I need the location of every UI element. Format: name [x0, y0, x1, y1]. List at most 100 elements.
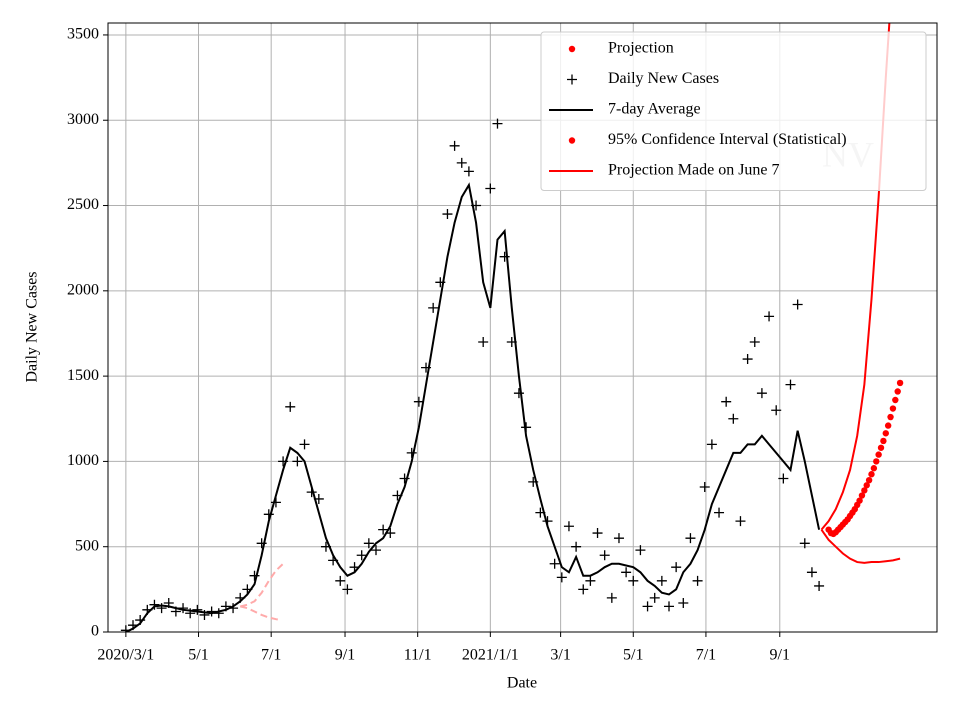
case-marker	[285, 401, 296, 412]
case-marker	[249, 570, 260, 581]
axes: 2020/3/1 5/1 7/1 9/1 11/1 2021/1/1 3/1 5/1 7/1 9/…	[67, 26, 790, 664]
projection-dot	[870, 465, 878, 472]
projection-dot	[868, 471, 875, 478]
case-marker	[356, 550, 367, 561]
case-marker	[656, 575, 667, 586]
series-line	[125, 182, 821, 632]
projection-dot	[889, 405, 897, 412]
projection-dot	[894, 388, 901, 395]
y-tick-label: 0	[91, 623, 99, 640]
projection-dot	[856, 497, 863, 504]
case-marker	[363, 538, 374, 549]
case-marker	[428, 302, 439, 313]
case-marker	[685, 533, 696, 544]
case-marker	[442, 209, 453, 220]
case-marker	[735, 516, 746, 527]
y-tick-label: 1500	[67, 367, 99, 384]
projection-dot	[861, 487, 868, 494]
projection-dot	[875, 451, 882, 458]
case-marker	[456, 157, 467, 168]
case-marker	[556, 572, 567, 583]
case-marker	[742, 354, 753, 365]
y-axis-label: Daily New Cases	[24, 271, 41, 382]
y-tick-label: 3000	[67, 111, 99, 128]
case-marker	[642, 601, 653, 612]
x-tick-label: 2020/3/1	[97, 647, 154, 664]
projection-dot	[892, 396, 899, 404]
series-line	[239, 563, 284, 608]
case-marker	[292, 456, 303, 467]
case-marker	[714, 507, 725, 518]
case-marker	[149, 599, 160, 610]
legend-label: 95% Confidence Interval (Statistical)	[608, 131, 847, 148]
x-tick-label: 11/1	[404, 647, 432, 664]
x-tick-label: 5/1	[188, 647, 208, 664]
series-line	[239, 605, 281, 622]
x-tick-label: 5/1	[623, 647, 643, 664]
case-marker	[721, 396, 732, 407]
case-marker	[563, 521, 574, 532]
case-marker	[335, 575, 346, 586]
legend-marker	[568, 137, 576, 144]
frame	[107, 22, 938, 633]
case-marker	[706, 439, 717, 450]
legend-marker	[567, 74, 577, 85]
projection-dot	[865, 476, 873, 484]
legend: Projection Daily New Cases 7-day Average 95…	[540, 31, 927, 191]
projection-dot	[858, 492, 866, 499]
case-marker	[799, 538, 810, 549]
projection-dot	[884, 422, 892, 429]
x-tick-label: 7/1	[261, 647, 281, 664]
y-tick-label: 1000	[67, 452, 99, 469]
case-marker	[756, 388, 767, 399]
case-marker	[606, 592, 617, 603]
x-tick-label: 9/1	[335, 647, 355, 664]
case-marker	[792, 299, 803, 310]
case-marker	[599, 550, 610, 561]
case-marker	[785, 379, 796, 390]
case-marker	[664, 601, 675, 612]
case-marker	[806, 567, 817, 578]
y-tick-label: 3500	[67, 26, 99, 43]
legend-label: Daily New Cases	[608, 70, 719, 87]
case-marker	[621, 567, 632, 578]
x-tick-label: 7/1	[696, 647, 716, 664]
case-marker	[571, 541, 582, 552]
case-marker	[764, 311, 775, 322]
case-marker	[613, 533, 624, 544]
projection-dot	[880, 437, 887, 445]
case-marker	[578, 584, 589, 595]
legend-label: Projection Made on June 7	[608, 162, 780, 179]
case-marker	[406, 447, 417, 458]
y-tick-label: 500	[75, 537, 99, 554]
x-tick-label: 3/1	[550, 647, 570, 664]
x-axis-label: Date	[507, 675, 537, 692]
case-marker	[671, 562, 682, 573]
projection-dot	[882, 430, 889, 437]
projection-dot	[873, 458, 880, 465]
case-marker	[485, 183, 496, 194]
case-marker	[678, 598, 689, 608]
case-marker	[492, 118, 503, 129]
legend-box	[540, 31, 927, 191]
case-marker	[192, 604, 203, 615]
case-marker	[635, 545, 646, 556]
case-marker	[728, 413, 739, 424]
y-tick-label: 2000	[67, 281, 99, 298]
case-marker	[749, 337, 760, 347]
legend-label: Projection	[608, 40, 674, 57]
x-tick-label: 9/1	[770, 647, 790, 664]
case-marker	[628, 575, 639, 586]
case-marker	[478, 337, 489, 347]
case-marker	[778, 473, 789, 484]
case-marker	[585, 575, 596, 586]
case-marker	[699, 482, 710, 492]
case-marker	[378, 524, 389, 535]
case-marker	[814, 580, 825, 591]
case-marker	[649, 592, 660, 603]
case-marker	[342, 584, 353, 595]
projection-dot	[887, 413, 894, 421]
legend-label: 7-day Average	[608, 101, 701, 118]
